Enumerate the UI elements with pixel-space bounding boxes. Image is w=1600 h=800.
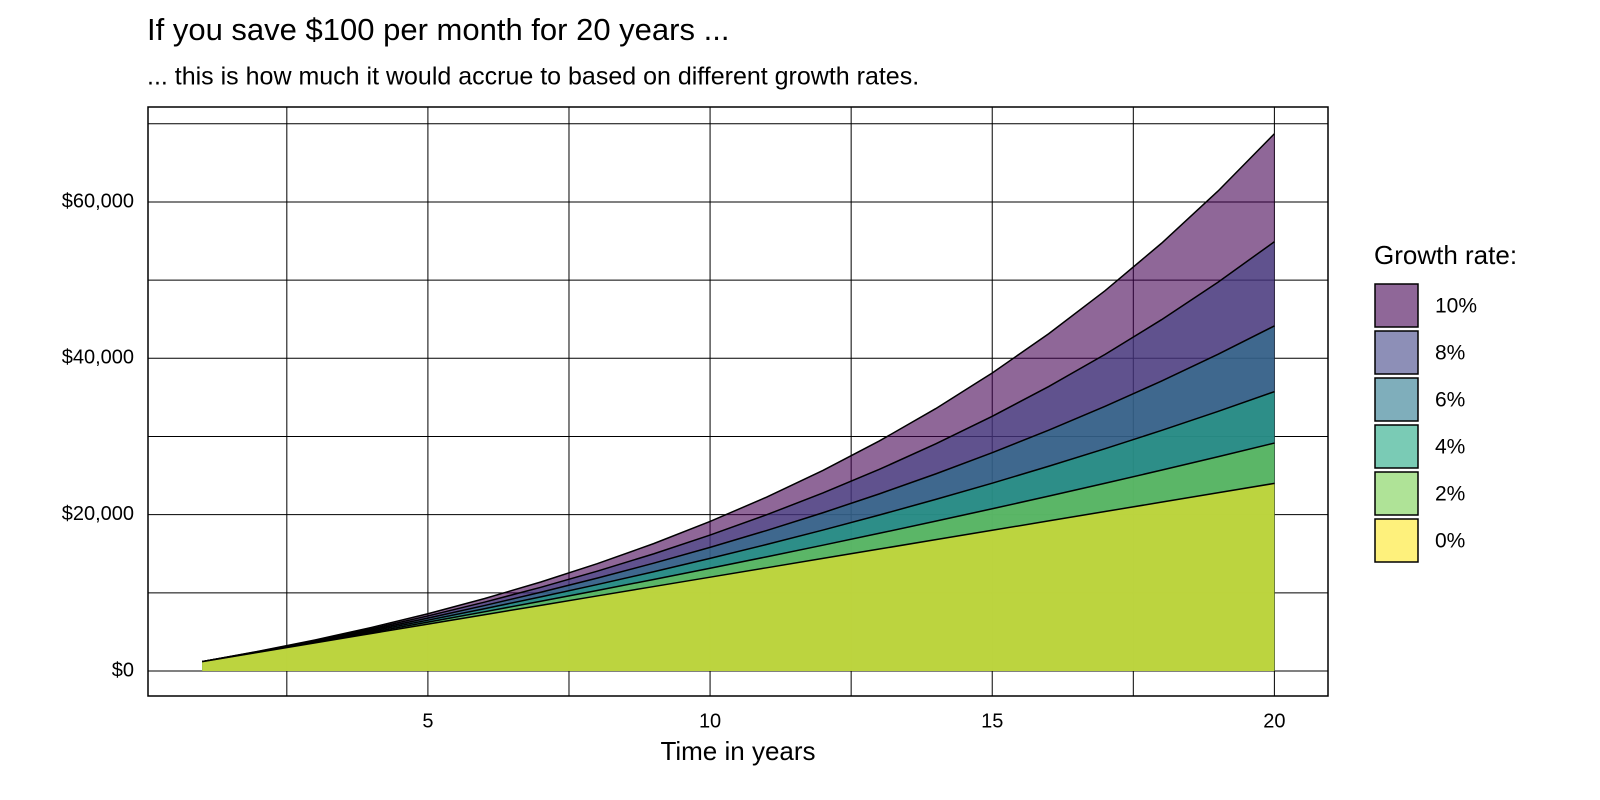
legend-label: 10% <box>1435 295 1477 318</box>
area-line <box>202 133 1275 663</box>
x-tick-label: 15 <box>981 710 1003 732</box>
y-tick-label: $20,000 <box>62 503 134 525</box>
x-tick-label: 5 <box>422 710 433 732</box>
chart-title: If you save $100 per month for 20 years … <box>147 12 729 47</box>
area <box>202 483 1275 671</box>
x-tick-label: 10 <box>699 710 721 732</box>
area-line <box>202 482 1275 663</box>
x-tick-label: 20 <box>1263 710 1285 732</box>
y-tick-label: $40,000 <box>62 347 134 369</box>
y-tick-label: $60,000 <box>62 190 134 212</box>
legend-label: 6% <box>1435 389 1465 412</box>
x-axis-title: Time in years <box>660 736 815 766</box>
y-tick-label: $0 <box>112 659 134 681</box>
legend-label: 8% <box>1435 342 1465 365</box>
plot-border <box>147 106 1329 697</box>
legend-key <box>1374 377 1419 422</box>
legend-key <box>1374 330 1419 375</box>
legend-title: Growth rate: <box>1374 240 1517 270</box>
area-line <box>202 442 1275 663</box>
area-line <box>202 241 1275 663</box>
legend-key <box>1374 283 1419 328</box>
chart-subtitle: ... this is how much it would accrue to … <box>147 63 919 91</box>
legend-key <box>1374 471 1419 516</box>
area-line <box>202 325 1275 663</box>
legend-key <box>1374 424 1419 469</box>
legend-label: 4% <box>1435 436 1465 459</box>
legend-label: 2% <box>1435 483 1465 506</box>
legend-label: 0% <box>1435 530 1465 553</box>
legend-key <box>1374 518 1419 563</box>
area-line <box>202 390 1275 663</box>
